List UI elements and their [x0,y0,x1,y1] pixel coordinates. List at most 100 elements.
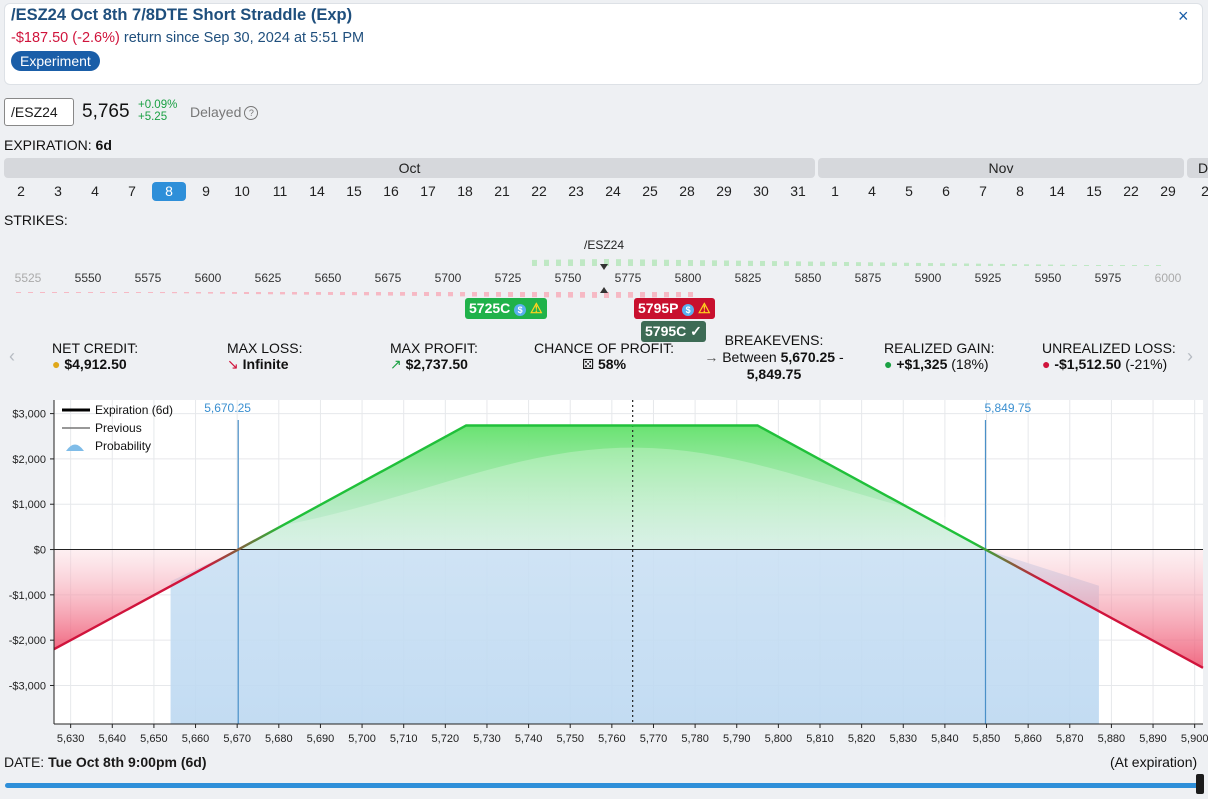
strike-tick-label[interactable]: 5675 [375,271,402,285]
put-volume-bar [388,292,393,296]
leg-5725c[interactable]: 5725C $ ⚠ [465,298,547,319]
underlying-price: 5,765 [82,101,130,122]
put-volume-bar [604,292,609,298]
net-credit-value: $4,912.50 [64,356,127,372]
calendar-day[interactable]: 3 [54,183,62,199]
strike-tick-label[interactable]: 5625 [255,271,282,285]
calendar-day[interactable]: 2 [1201,183,1208,199]
calendar-day[interactable]: 29 [716,183,732,199]
strike-tick-label[interactable]: 5975 [1095,271,1122,285]
stats-next-icon[interactable]: › [1187,346,1193,366]
delayed-indicator[interactable]: Delayed? [190,104,259,120]
strike-tick-label[interactable]: 6000 [1155,271,1182,285]
strike-tick-label[interactable]: 5700 [435,271,462,285]
strike-tick-label[interactable]: 5525 [15,271,42,285]
put-volume-bar [592,292,597,298]
strike-tick-label[interactable]: 5950 [1035,271,1062,285]
calendar-day[interactable]: 8 [1016,183,1024,199]
calendar-day[interactable]: 7 [128,183,136,199]
calendar-day[interactable]: 25 [642,183,658,199]
calendar-day[interactable]: 4 [868,183,876,199]
strike-tick-label[interactable]: 5900 [915,271,942,285]
calendar-day[interactable]: 16 [383,183,399,199]
call-volume-bar [1072,264,1077,266]
call-volume-bar [1036,264,1041,266]
put-volume-bar [52,292,57,293]
calendar-day[interactable]: 23 [568,183,584,199]
strikes-ladder[interactable]: 5525 5550 5575 5600 5625 5650 5675 5700 5725 5750… [0,234,1208,304]
strike-tick-label[interactable]: 5750 [555,271,582,285]
calendar-day[interactable]: 15 [1086,183,1102,199]
strike-tick-label[interactable]: 5650 [315,271,342,285]
month-nov[interactable]: Nov [818,158,1184,178]
calendar-day[interactable]: 22 [1123,183,1139,199]
put-volume-bar [436,292,441,297]
calendar-day[interactable]: 15 [346,183,362,199]
calendar-day[interactable]: 28 [679,183,695,199]
put-volume-bar [196,292,201,294]
calendar-day[interactable]: 10 [234,183,250,199]
calendar-day[interactable]: 14 [1049,183,1065,199]
month-oct[interactable]: Oct [4,158,815,178]
calendar-day[interactable]: 14 [309,183,325,199]
legend-probability-swatch [66,444,84,451]
put-volume-bar [400,292,405,296]
calendar-day[interactable]: 11 [272,183,288,199]
date-value: Tue Oct 8th 9:00pm (6d) [48,754,207,770]
help-icon[interactable]: ? [244,106,259,120]
close-icon[interactable]: × [1178,6,1189,26]
call-volume-bar [1120,265,1125,266]
calendar-day[interactable]: 30 [753,183,769,199]
strike-tick-label[interactable]: 5875 [855,271,882,285]
call-volume-bar [784,261,789,266]
calendar-day[interactable]: 5 [905,183,913,199]
strike-tick-label[interactable]: 5850 [795,271,822,285]
calendar-day[interactable]: 1 [831,183,839,199]
month-dec[interactable]: D [1187,158,1208,178]
strike-tick-label[interactable]: 5550 [75,271,102,285]
calendar-day[interactable]: 2 [17,183,25,199]
leg-5795c[interactable]: 5795C ✓ [641,321,706,342]
strike-tick-label[interactable]: 5775 [615,271,642,285]
x-tick-label: 5,880 [1098,733,1126,745]
x-tick-label: 5,640 [99,733,127,745]
leg-5725c-label: 5725C [469,300,511,316]
strike-tick-label[interactable]: 5825 [735,271,762,285]
symbol-input[interactable]: /ESZ24 [4,98,74,126]
calendar-day[interactable]: 31 [790,183,806,199]
put-volume-bar [448,292,453,297]
x-tick-label: 5,780 [681,733,709,745]
date-slider-thumb[interactable] [1196,774,1204,794]
put-volume-bar [136,292,141,293]
strike-tick-label[interactable]: 5600 [195,271,222,285]
call-volume-bar [700,260,705,266]
calendar-day[interactable]: 24 [605,183,621,199]
put-volume-bar [208,292,213,294]
strike-tick-label[interactable]: 5800 [675,271,702,285]
calendar-day[interactable]: 8 [152,182,186,201]
leg-5795p[interactable]: 5795P $ ⚠ [634,298,715,319]
strike-tick-label[interactable]: 5725 [495,271,522,285]
calendar-day[interactable]: 21 [494,183,510,199]
put-volume-bar [544,292,549,298]
calendar-day[interactable]: 18 [457,183,473,199]
date-slider-track[interactable] [5,783,1201,788]
strike-tick-label[interactable]: 5575 [135,271,162,285]
call-volume-bar [604,259,609,266]
calendar-day[interactable]: 4 [91,183,99,199]
call-volume-bar [820,261,825,266]
strike-tick-label[interactable]: 5925 [975,271,1002,285]
calendar-day[interactable]: 6 [942,183,950,199]
calendar-day[interactable]: 22 [531,183,547,199]
leg-5795p-label: 5795P [638,300,679,316]
call-volume-bar [688,260,693,266]
call-volume-bar [916,262,921,266]
calendar-day[interactable]: 17 [420,183,436,199]
price-change-percent: +0.09% [138,99,178,111]
pl-chart[interactable]: 5,670.25 5,849.75 $3,000 $2,000 $1,000 $0 -$1,… [0,395,1208,750]
calendar-day[interactable]: 9 [202,183,210,199]
stats-prev-icon[interactable]: ‹ [9,346,15,366]
experiment-badge[interactable]: Experiment [11,51,100,71]
calendar-day[interactable]: 7 [979,183,987,199]
calendar-day[interactable]: 29 [1160,183,1176,199]
